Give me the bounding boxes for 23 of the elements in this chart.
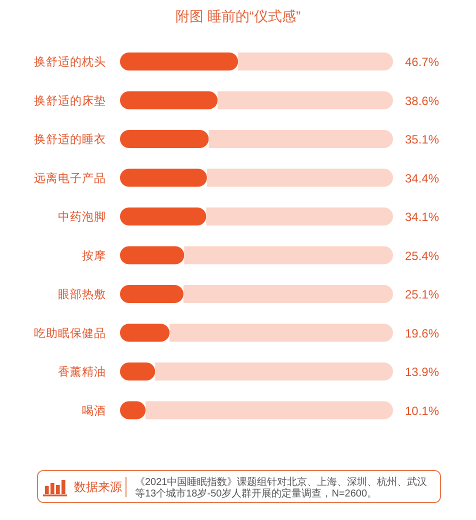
value-label: 19.6% xyxy=(405,326,440,340)
value-label: 38.6% xyxy=(405,94,440,108)
value-label: 13.9% xyxy=(405,365,440,379)
value-label: 10.1% xyxy=(405,404,440,418)
value-label: 46.7% xyxy=(405,55,440,69)
category-label: 眼部热敷 xyxy=(58,289,106,301)
value-label: 25.4% xyxy=(405,248,440,263)
value-label: 25.1% xyxy=(405,288,440,302)
category-label: 吃助眠保健品 xyxy=(34,328,106,340)
category-label: 香薰精油 xyxy=(58,366,106,378)
value-label: 34.4% xyxy=(405,171,440,186)
annotation: 《2021中国睡眠指数》课题组针对北京、上海、深圳、杭州、武汉等13个城市18岁-50岁人群开展的定量调查，N=2600。 xyxy=(135,477,428,500)
annotation: 数据来源 xyxy=(74,480,122,494)
category-label: 远离电子产品 xyxy=(34,172,106,185)
category-label: 换舒适的枕头 xyxy=(34,56,106,68)
title: 附图 睡前的“仪式感” xyxy=(175,8,301,24)
value-label: 35.1% xyxy=(405,132,440,146)
category-label: 按摩 xyxy=(82,250,106,262)
category-label: 换舒适的床垫 xyxy=(34,95,106,108)
category-label: 换舒适的睡衣 xyxy=(34,134,106,146)
category-label: 喝酒 xyxy=(82,405,106,418)
category-label: 中药泡脚 xyxy=(58,212,106,224)
value-label: 34.1% xyxy=(405,210,440,224)
